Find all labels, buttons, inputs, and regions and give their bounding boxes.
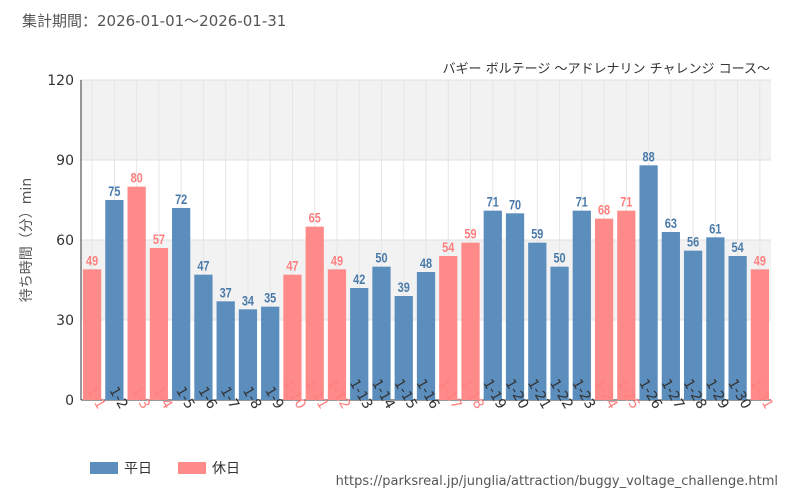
bar (172, 208, 191, 400)
bar (505, 213, 525, 400)
bar (483, 210, 502, 400)
bar (416, 272, 436, 400)
y-tick-label: 120 (47, 73, 74, 89)
bar (572, 210, 591, 400)
data-label: 80 (131, 170, 143, 186)
y-tick-label: 30 (56, 313, 74, 329)
bar (394, 296, 413, 400)
bar (594, 218, 614, 400)
data-label: 54 (732, 240, 744, 256)
bar (327, 269, 347, 400)
y-tick-label: 0 (65, 393, 74, 409)
data-label: 56 (687, 234, 699, 250)
legend: 平日 休日 (90, 458, 240, 478)
bar (461, 242, 480, 400)
data-label: 71 (620, 194, 632, 210)
bar (105, 200, 124, 400)
data-label: 48 (420, 256, 432, 272)
bar (372, 266, 391, 400)
bar (750, 269, 769, 400)
bar (639, 165, 658, 400)
legend-swatch-holiday (178, 462, 206, 474)
chart-title: バギー ボルテージ ～アドレナリン チャレンジ コース～ (442, 62, 771, 77)
bar (706, 237, 725, 400)
data-label: 57 (153, 232, 165, 248)
y-tick-label: 90 (56, 153, 74, 169)
data-label: 54 (442, 240, 454, 256)
data-label: 75 (108, 184, 120, 200)
bar (127, 186, 146, 400)
bar (550, 266, 569, 400)
data-label: 49 (754, 253, 766, 269)
bar (238, 309, 258, 400)
bar (439, 256, 458, 400)
data-label: 61 (709, 221, 721, 237)
data-label: 68 (598, 202, 610, 218)
data-label: 59 (531, 226, 543, 242)
data-label: 35 (264, 290, 276, 306)
data-label: 59 (464, 226, 476, 242)
data-label: 34 (242, 293, 254, 309)
bar (261, 306, 280, 400)
bar (528, 242, 547, 400)
bar (617, 210, 636, 400)
data-label: 71 (576, 194, 588, 210)
data-label: 72 (175, 192, 187, 208)
bar (661, 232, 680, 400)
data-label: 65 (309, 210, 321, 226)
bar (683, 250, 703, 400)
data-label: 71 (487, 194, 499, 210)
data-label: 49 (86, 253, 98, 269)
data-label: 49 (331, 253, 343, 269)
bar (194, 274, 213, 400)
data-label: 50 (375, 250, 387, 266)
legend-swatch-weekday (90, 462, 118, 474)
legend-label-holiday: 休日 (212, 461, 240, 477)
source-url[interactable]: https://parksreal.jp/junglia/attraction/… (335, 474, 778, 489)
legend-item-holiday[interactable]: 休日 (178, 458, 240, 478)
bar (305, 226, 324, 400)
data-label: 42 (353, 272, 365, 288)
data-label: 47 (286, 258, 298, 274)
bar (283, 274, 302, 400)
data-label: 88 (643, 149, 655, 165)
data-label: 39 (398, 280, 410, 296)
legend-item-weekday[interactable]: 平日 (90, 458, 152, 478)
data-label: 63 (665, 216, 677, 232)
data-label: 70 (509, 197, 521, 213)
period-label: 集計期間：2026-01-01～2026-01-31 (22, 12, 287, 30)
y-tick-label: 60 (56, 233, 74, 249)
bar (216, 301, 235, 400)
data-label: 37 (220, 285, 232, 301)
data-label: 47 (197, 258, 209, 274)
data-label: 50 (553, 250, 565, 266)
bar (149, 248, 169, 400)
legend-label-weekday: 平日 (124, 461, 152, 477)
bar (728, 256, 747, 400)
bar (350, 288, 369, 400)
bar (83, 269, 102, 400)
